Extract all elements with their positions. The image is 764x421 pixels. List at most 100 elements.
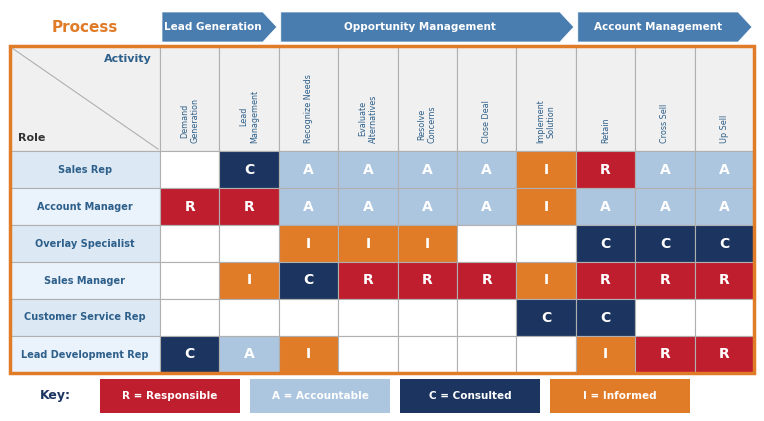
Bar [338, 188, 397, 225]
Text: C: C [601, 311, 610, 325]
Bar [279, 46, 338, 151]
Text: R: R [481, 274, 492, 288]
Bar [457, 262, 516, 299]
Bar [635, 225, 694, 262]
Bar [160, 151, 219, 188]
Bar [694, 225, 754, 262]
Bar [160, 262, 219, 299]
Text: I: I [543, 200, 549, 213]
Text: A: A [481, 200, 492, 213]
Bar [457, 46, 516, 151]
Bar [219, 299, 279, 336]
Text: Activity: Activity [104, 54, 152, 64]
Bar [635, 46, 694, 151]
Text: A: A [363, 200, 374, 213]
Bar [516, 299, 576, 336]
Bar [457, 225, 516, 262]
Bar [219, 225, 279, 262]
Bar [219, 151, 279, 188]
Text: A: A [303, 200, 314, 213]
Bar [279, 188, 338, 225]
Bar [279, 336, 338, 373]
Bar [160, 46, 219, 151]
Bar [635, 188, 694, 225]
Bar [338, 151, 397, 188]
Bar [338, 336, 397, 373]
Bar [160, 225, 219, 262]
Bar [694, 262, 754, 299]
Text: I: I [425, 237, 430, 250]
Text: C: C [660, 237, 670, 250]
Text: Evaluate
Alternatives: Evaluate Alternatives [358, 95, 377, 143]
Text: A: A [481, 163, 492, 176]
Polygon shape [162, 12, 277, 42]
Text: A: A [422, 200, 432, 213]
Bar [338, 299, 397, 336]
Bar [516, 336, 576, 373]
Text: Resolve
Concerns: Resolve Concerns [418, 106, 437, 143]
Bar [160, 299, 219, 336]
Text: R: R [422, 274, 432, 288]
Bar [397, 151, 457, 188]
Bar [576, 225, 635, 262]
Text: C: C [244, 163, 254, 176]
Bar [576, 188, 635, 225]
Bar [10, 262, 160, 299]
Bar [160, 188, 219, 225]
Text: R: R [659, 347, 670, 362]
Text: Sales Manager: Sales Manager [44, 275, 125, 285]
Bar [516, 225, 576, 262]
Text: I: I [306, 347, 311, 362]
Bar [160, 336, 219, 373]
Text: A: A [422, 163, 432, 176]
Bar [397, 336, 457, 373]
Bar [694, 299, 754, 336]
Bar [457, 188, 516, 225]
Text: C: C [601, 237, 610, 250]
Bar [397, 225, 457, 262]
Polygon shape [281, 12, 574, 42]
Bar [516, 46, 576, 151]
Bar [219, 336, 279, 373]
Bar [338, 46, 397, 151]
Text: Role: Role [18, 133, 45, 143]
Bar [397, 46, 457, 151]
Bar [279, 225, 338, 262]
Bar [694, 151, 754, 188]
Bar [10, 151, 160, 188]
Bar [694, 188, 754, 225]
Text: Sales Rep: Sales Rep [58, 165, 112, 174]
Text: Implement
Solution: Implement Solution [536, 99, 555, 143]
Bar [516, 262, 576, 299]
Text: Account Management: Account Management [594, 22, 722, 32]
Text: I = Informed: I = Informed [583, 391, 657, 401]
Bar [694, 336, 754, 373]
Text: R: R [719, 274, 730, 288]
Text: C = Consulted: C = Consulted [429, 391, 511, 401]
Text: R: R [601, 163, 611, 176]
Text: I: I [365, 237, 371, 250]
Text: Customer Service Rep: Customer Service Rep [24, 312, 146, 322]
Bar [635, 336, 694, 373]
Bar [219, 262, 279, 299]
Text: R = Responsible: R = Responsible [122, 391, 218, 401]
Bar [576, 151, 635, 188]
Text: Close Deal: Close Deal [482, 100, 491, 143]
Bar [250, 379, 390, 413]
Text: A: A [659, 200, 670, 213]
Bar [338, 262, 397, 299]
Bar [576, 262, 635, 299]
Text: Opportunity Management: Opportunity Management [345, 22, 497, 32]
Text: Recognize Needs: Recognize Needs [304, 74, 313, 143]
Bar [576, 46, 635, 151]
Text: Process: Process [52, 19, 118, 35]
Text: A: A [719, 163, 730, 176]
Bar [10, 299, 160, 336]
Bar [550, 379, 690, 413]
Bar [576, 336, 635, 373]
Bar [635, 151, 694, 188]
Text: Lead Development Rep: Lead Development Rep [21, 349, 149, 360]
Bar [635, 262, 694, 299]
Text: A: A [601, 200, 611, 213]
Text: I: I [543, 163, 549, 176]
